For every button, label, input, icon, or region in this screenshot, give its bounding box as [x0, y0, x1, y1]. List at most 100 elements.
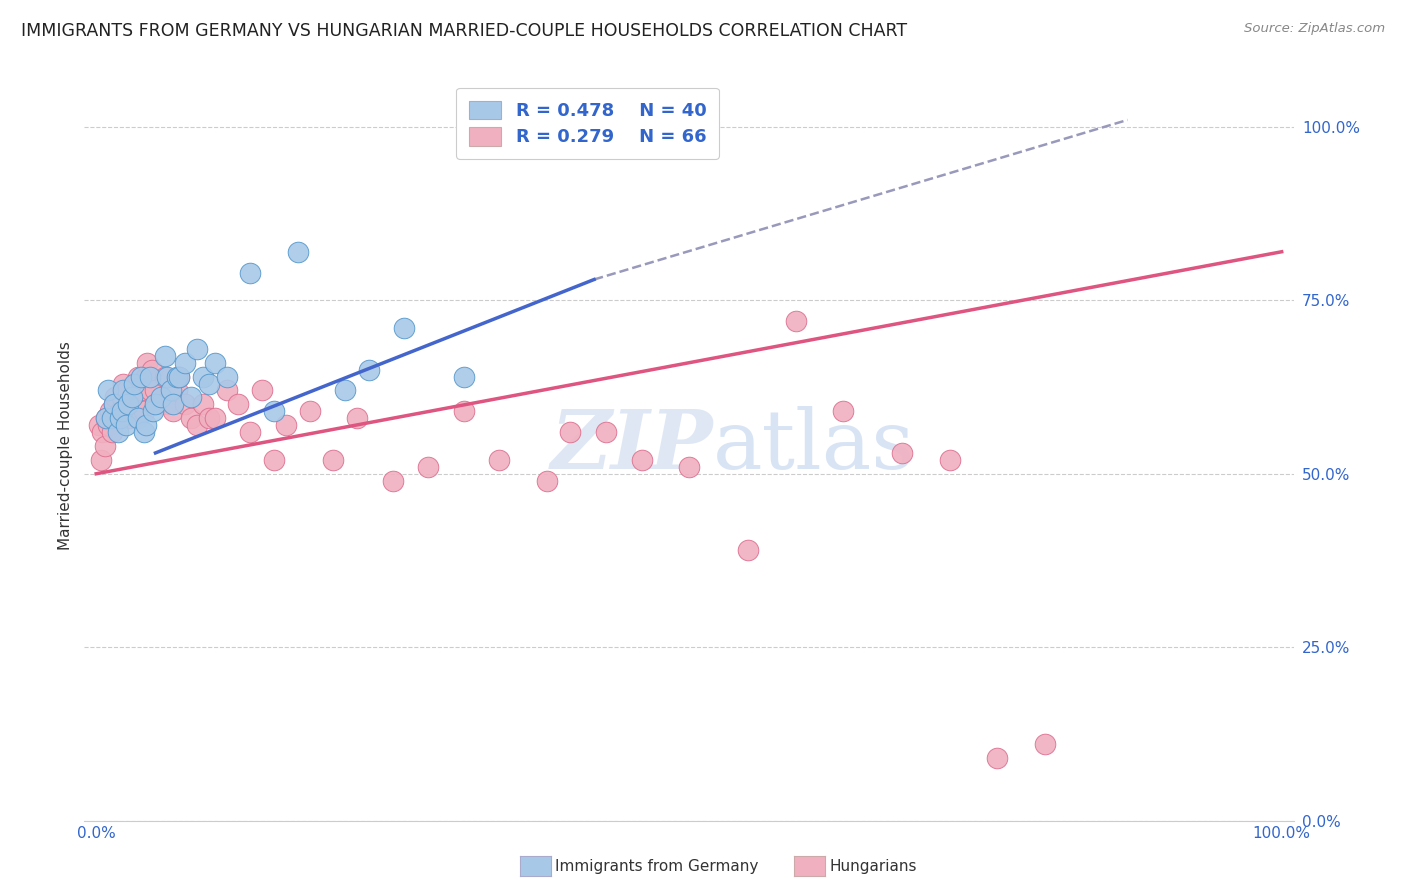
Point [394, 321, 416, 335]
Point [453, 369, 475, 384]
Point [90, 453, 112, 467]
Point [595, 425, 617, 439]
Point [162, 404, 184, 418]
Point [103, 397, 125, 411]
Point [93, 439, 115, 453]
Point [129, 391, 152, 405]
Point [115, 384, 138, 398]
Point [250, 384, 273, 398]
Legend: R = 0.478    N = 40, R = 0.279    N = 66: R = 0.478 N = 40, R = 0.279 N = 66 [456, 88, 718, 159]
Point [198, 411, 221, 425]
Point [239, 266, 262, 280]
Point [145, 384, 167, 398]
Point [274, 418, 297, 433]
Point [167, 369, 190, 384]
Point [129, 369, 152, 384]
Point [536, 474, 558, 488]
Point [167, 369, 190, 384]
Point [135, 369, 157, 384]
Point [91, 425, 114, 439]
Point [186, 418, 208, 433]
Point [215, 384, 238, 398]
Point [111, 391, 134, 405]
Point [737, 543, 759, 558]
Point [488, 453, 510, 467]
Point [156, 369, 179, 384]
Point [107, 425, 129, 439]
Point [832, 404, 855, 418]
Point [125, 411, 148, 425]
Point [333, 384, 356, 398]
Point [103, 397, 125, 411]
Point [107, 411, 129, 425]
Text: atlas: atlas [713, 406, 915, 486]
Point [180, 391, 202, 405]
Point [560, 425, 582, 439]
Point [228, 397, 250, 411]
Point [263, 404, 285, 418]
Point [132, 404, 155, 418]
Point [204, 356, 226, 370]
Point [381, 474, 404, 488]
Point [129, 384, 152, 398]
Point [239, 425, 262, 439]
Point [100, 411, 122, 425]
Point [122, 384, 145, 398]
Point [118, 411, 141, 425]
Point [112, 376, 135, 391]
Point [117, 397, 139, 411]
Point [986, 751, 1008, 765]
Point [112, 384, 135, 398]
Point [453, 404, 475, 418]
Point [150, 397, 173, 411]
Point [298, 404, 321, 418]
Point [142, 404, 165, 418]
Point [215, 369, 238, 384]
Point [97, 418, 120, 433]
Point [138, 384, 160, 398]
Point [115, 404, 138, 418]
Point [166, 369, 188, 384]
Point [87, 418, 110, 433]
Point [121, 391, 143, 405]
Point [121, 397, 143, 411]
Point [127, 411, 149, 425]
Point [153, 369, 176, 384]
Point [678, 459, 700, 474]
Point [191, 369, 214, 384]
Point [138, 369, 160, 384]
Point [204, 411, 226, 425]
Point [630, 453, 652, 467]
Text: Source: ZipAtlas.com: Source: ZipAtlas.com [1244, 22, 1385, 36]
Point [108, 404, 131, 418]
Point [263, 453, 285, 467]
Point [100, 404, 122, 418]
Text: ZIP: ZIP [551, 406, 713, 486]
Point [100, 425, 122, 439]
Point [162, 397, 184, 411]
Point [198, 376, 221, 391]
Point [287, 244, 309, 259]
Point [94, 411, 117, 425]
Point [174, 397, 197, 411]
Point [141, 362, 163, 376]
Y-axis label: Married-couple Households: Married-couple Households [58, 342, 73, 550]
Point [186, 342, 208, 356]
Point [132, 425, 155, 439]
Point [166, 384, 188, 398]
Point [150, 391, 173, 405]
Text: Hungarians: Hungarians [830, 859, 917, 873]
Point [785, 314, 807, 328]
Point [115, 418, 138, 433]
Point [891, 446, 914, 460]
Point [180, 411, 202, 425]
Point [174, 356, 197, 370]
Point [122, 376, 145, 391]
Point [346, 411, 368, 425]
Point [135, 418, 157, 433]
Text: Immigrants from Germany: Immigrants from Germany [555, 859, 759, 873]
Point [322, 453, 344, 467]
Point [94, 411, 117, 425]
Point [145, 397, 167, 411]
Point [357, 362, 380, 376]
